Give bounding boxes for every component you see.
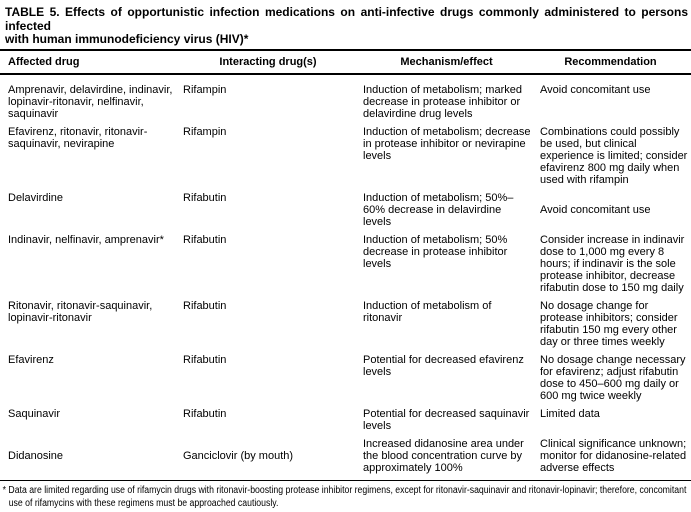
footnote-text: Data are limited regarding use of rifamy…	[8, 485, 687, 509]
column-header-recommendation: Recommendation	[564, 55, 657, 68]
cell-recommendation: Clinical significance unknown; monitor f…	[540, 437, 687, 474]
cell-affected-drug: Indinavir, nelfinavir, amprenavir*	[8, 233, 164, 246]
table-header-row: Affected drug Interacting drug(s) Mechan…	[0, 51, 691, 73]
cell-interacting-drug: Rifabutin	[183, 299, 227, 312]
cell-mechanism: Increased didanosine area under the bloo…	[363, 437, 524, 474]
cell-interacting-drug: Rifabutin	[183, 191, 227, 204]
cell-affected-drug: Amprenavir, delavirdine, indinavir, lopi…	[8, 83, 173, 120]
cell-interacting-drug: Rifabutin	[183, 407, 227, 420]
cell-recommendation: Avoid concomitant use	[540, 203, 651, 216]
cell-mechanism: Induction of metabolism; 50% decrease in…	[363, 233, 508, 270]
table-row: Efavirenz Rifabutin Potential for decrease…	[0, 354, 691, 402]
table-footnote: * Data are limited regarding use of rifa…	[0, 485, 691, 510]
table-row: Amprenavir, delavirdine, indinavir, lopi…	[0, 84, 691, 120]
footnote-marker: *	[2, 485, 7, 496]
cell-mechanism: Potential for decreased efavirenz levels	[363, 353, 524, 378]
table-title: TABLE 5. Effects of opportunistic infect…	[0, 0, 691, 49]
column-header-mechanism-effect: Mechanism/effect	[400, 55, 493, 68]
cell-affected-drug: Didanosine	[8, 449, 64, 462]
table-row: Indinavir, nelfinavir, amprenavir* Rifabu…	[0, 234, 691, 294]
table-row: Efavirenz, ritonavir, ritonavir-saquinav…	[0, 126, 691, 186]
cell-affected-drug: Saquinavir	[8, 407, 60, 420]
cell-affected-drug: Delavirdine	[8, 191, 64, 204]
cell-interacting-drug: Rifampin	[183, 83, 227, 96]
table-row: Delavirdine Rifabutin Induction of metabol…	[0, 192, 691, 228]
cell-interacting-drug: Ganciclovir (by mouth)	[183, 449, 294, 462]
cell-mechanism: Induction of metabolism; 50%–60% decreas…	[363, 191, 514, 228]
cell-mechanism: Induction of metabolism of ritonavir	[363, 299, 492, 324]
cell-recommendation: Limited data	[540, 407, 600, 420]
table-title-line2: with human immunodeficiency virus (HIV)*	[5, 32, 249, 46]
cell-recommendation: No dosage change necessary for efavirenz…	[540, 353, 686, 402]
cell-mechanism: Induction of metabolism; marked decrease…	[363, 83, 522, 120]
rule-top	[0, 48, 691, 51]
cell-affected-drug: Efavirenz, ritonavir, ritonavir-saquinav…	[8, 125, 148, 150]
table-row: Saquinavir Rifabutin Potential for decreas…	[0, 408, 691, 432]
rule-header-bottom	[0, 72, 691, 75]
table-row: Ritonavir, ritonavir-saquinavir, lopinav…	[0, 300, 691, 348]
cell-mechanism: Potential for decreased saquinavir level…	[363, 407, 530, 432]
cell-interacting-drug: Rifabutin	[183, 353, 227, 366]
table-row: Didanosine Ganciclovir (by mouth) Increase…	[0, 438, 691, 474]
cell-mechanism: Induction of metabolism; decrease in pro…	[363, 125, 531, 162]
cell-recommendation: Combinations could possibly be used, but…	[540, 125, 688, 186]
column-header-affected-drug: Affected drug	[8, 55, 80, 68]
cell-affected-drug: Ritonavir, ritonavir-saquinavir, lopinav…	[8, 299, 153, 324]
cell-affected-drug: Efavirenz	[8, 353, 54, 366]
rule-bottom	[0, 479, 691, 481]
table-body: Amprenavir, delavirdine, indinavir, lopi…	[0, 75, 691, 474]
cell-recommendation: Consider increase in indinavir dose to 1…	[540, 233, 685, 294]
column-header-interacting-drug: Interacting drug(s)	[219, 55, 317, 68]
cell-interacting-drug: Rifabutin	[183, 233, 227, 246]
cell-interacting-drug: Rifampin	[183, 125, 227, 138]
cell-recommendation: No dosage change for protease inhibitors…	[540, 299, 678, 348]
table-title-line1: TABLE 5. Effects of opportunistic infect…	[5, 5, 688, 33]
cell-recommendation: Avoid concomitant use	[540, 83, 651, 96]
